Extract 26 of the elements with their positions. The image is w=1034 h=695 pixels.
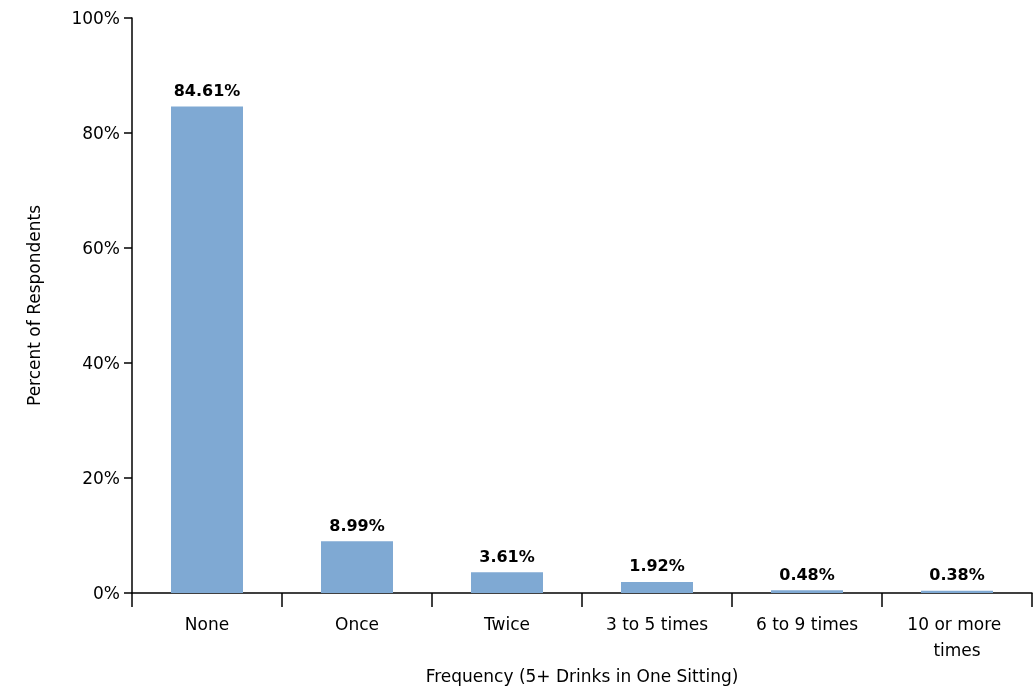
data-label: 1.92%	[629, 556, 685, 576]
y-tick-label: 20%	[82, 468, 120, 488]
y-axis-title: Percent of Respondents	[23, 204, 44, 407]
bar	[771, 590, 843, 593]
y-tick-label: 40%	[82, 353, 120, 373]
x-tick-label: 3 to 5 times	[605, 614, 709, 634]
bar	[171, 106, 243, 593]
y-tick-label: 100%	[71, 8, 120, 28]
y-tick-label: 60%	[82, 238, 120, 258]
bar	[921, 590, 993, 593]
data-label: 8.99%	[329, 515, 385, 535]
x-tick-label: Once	[335, 614, 379, 634]
bar	[471, 572, 543, 593]
x-tick-label: 6 to 9 times	[755, 614, 859, 634]
bar	[621, 581, 693, 593]
bar	[321, 541, 393, 593]
data-label: 0.48%	[779, 564, 835, 584]
x-tick-label: None	[184, 614, 230, 634]
x-axis-title: Frequency (5+ Drinks in One Sitting)	[425, 666, 739, 687]
y-tick-label: 80%	[82, 123, 120, 143]
data-label: 3.61%	[479, 546, 535, 566]
x-tick-label: 10 or more times	[907, 614, 1007, 660]
y-tick-label: 0%	[93, 583, 120, 603]
data-label: 84.61%	[173, 80, 241, 100]
x-tick-label: Twice	[482, 614, 531, 634]
data-label: 0.38%	[929, 565, 985, 585]
